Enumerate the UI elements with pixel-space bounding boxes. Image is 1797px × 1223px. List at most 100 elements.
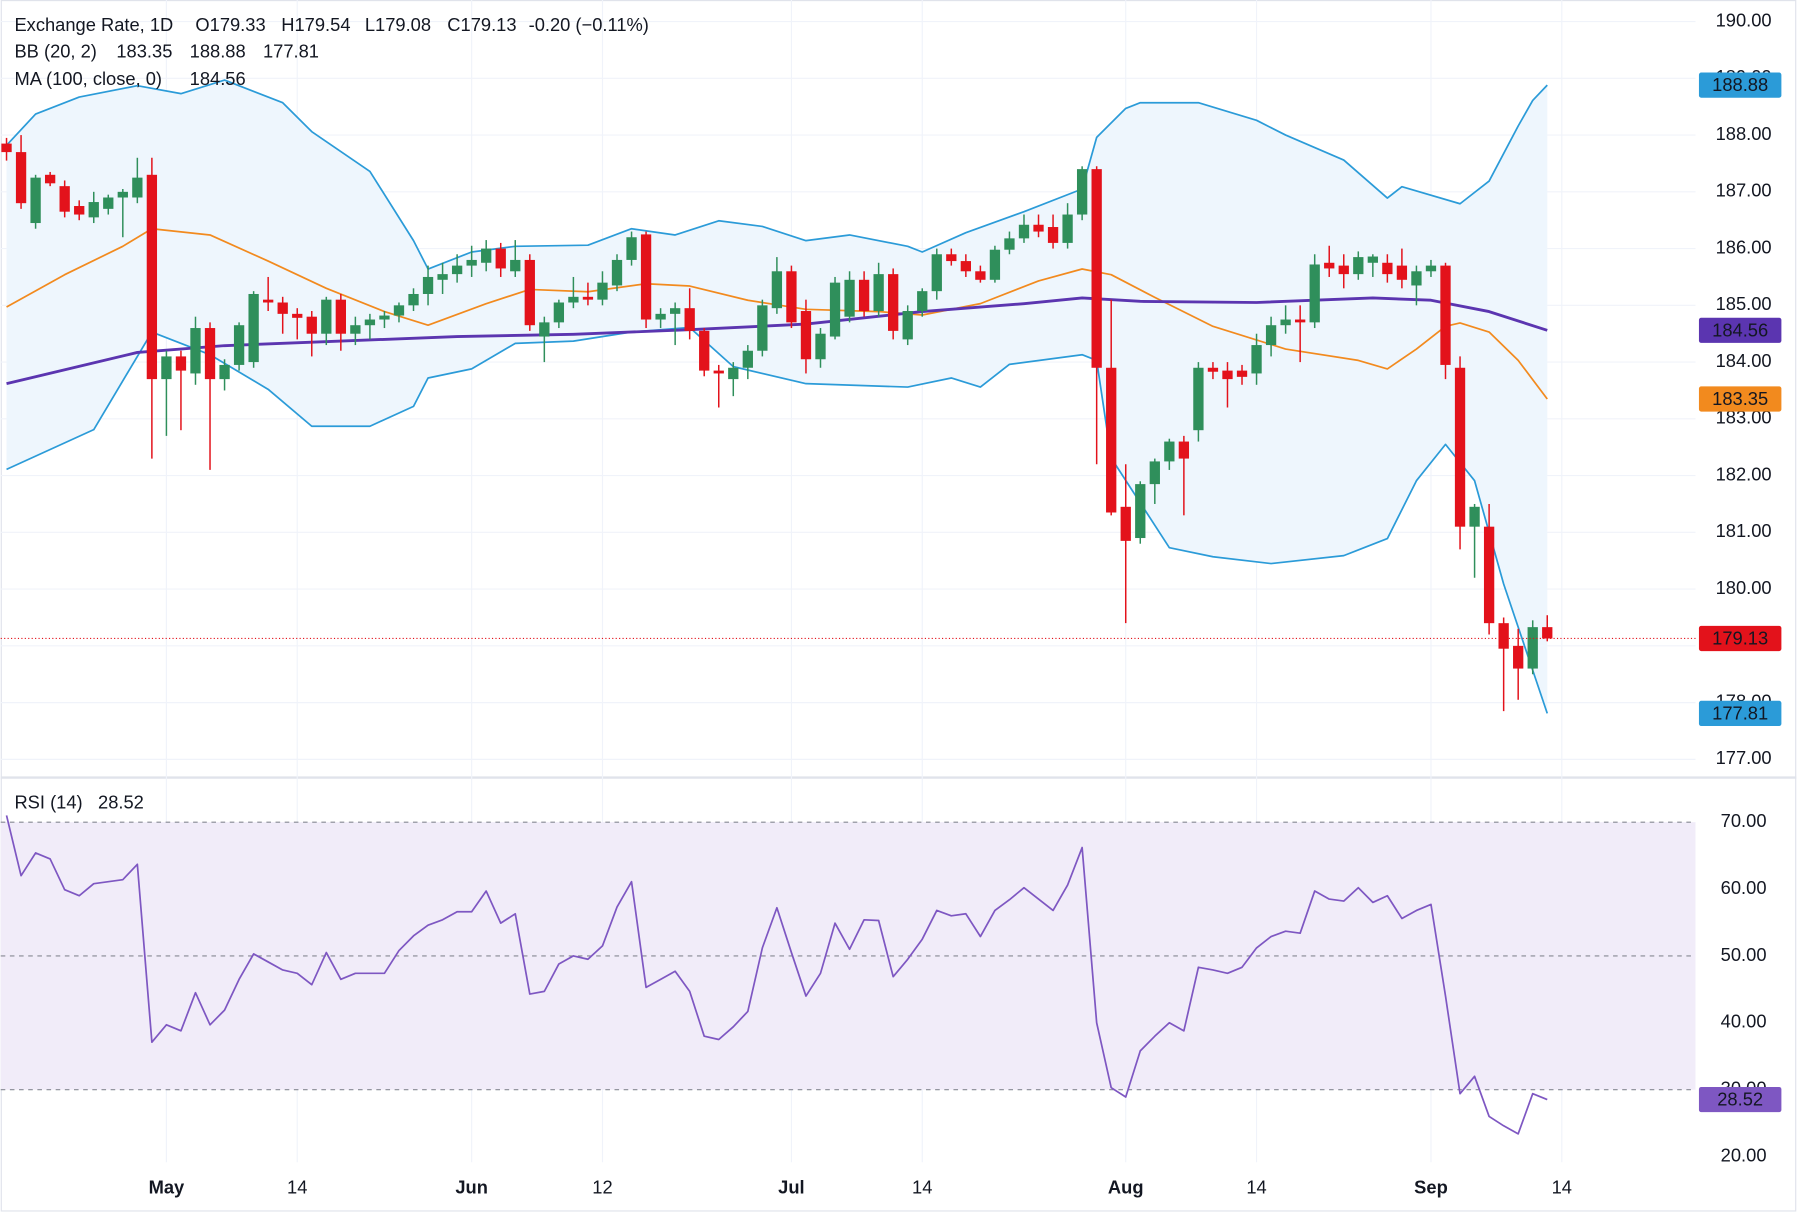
y-tick-label: 190.00 xyxy=(1716,9,1772,30)
candle-body xyxy=(1411,271,1422,286)
candle-body xyxy=(1527,627,1538,669)
price-badge xyxy=(1698,386,1782,412)
price-badge-label: 188.88 xyxy=(1712,74,1768,95)
bb-middle-value: 183.35 xyxy=(116,41,172,62)
candle-body xyxy=(59,186,70,212)
candle-body xyxy=(117,191,128,198)
candle-body xyxy=(175,356,187,371)
bb-label: BB (20, 2) xyxy=(14,41,96,62)
x-tick-label: Aug xyxy=(1108,1176,1144,1197)
candle-body xyxy=(219,364,230,380)
candle-body xyxy=(975,271,986,280)
y-tick-label: 182.00 xyxy=(1716,463,1772,484)
candle-body xyxy=(103,197,114,209)
candle-body xyxy=(1498,623,1509,649)
candle-body xyxy=(699,330,710,371)
candle-body xyxy=(582,296,594,300)
x-tick-label: 14 xyxy=(1246,1176,1266,1197)
candle-body xyxy=(568,296,579,303)
candle-body xyxy=(1265,325,1277,346)
ma-label: MA (100, close, 0) xyxy=(14,68,162,89)
price-badge-label: 183.35 xyxy=(1712,388,1768,409)
candle-body xyxy=(917,291,928,312)
candle-body xyxy=(263,299,274,303)
candle-body xyxy=(1222,370,1233,380)
candle-body xyxy=(74,206,85,215)
candle-body xyxy=(466,259,477,266)
y-tick-label: 183.00 xyxy=(1716,407,1772,428)
candle-body xyxy=(829,282,841,337)
candle-body xyxy=(422,276,434,294)
candle-body xyxy=(1542,627,1553,639)
candle-body xyxy=(1207,367,1219,372)
candle-body xyxy=(1353,257,1364,275)
x-tick-label: 14 xyxy=(912,1176,932,1197)
candle-body xyxy=(1236,370,1248,377)
candle-body xyxy=(132,177,143,198)
y-tick-label: 177.00 xyxy=(1716,747,1772,768)
ohlc-label: H179.54 xyxy=(281,14,350,35)
y-tick-label: 186.00 xyxy=(1716,236,1772,257)
candle-body xyxy=(728,367,739,380)
candle-body xyxy=(393,305,405,316)
rsi-tick-label: 40.00 xyxy=(1721,1011,1767,1032)
candle-body xyxy=(1033,224,1044,232)
y-tick-label: 181.00 xyxy=(1716,520,1772,541)
candle-body xyxy=(364,319,376,326)
candle-body xyxy=(146,174,158,380)
candle-body xyxy=(1004,238,1015,250)
candle-body xyxy=(204,328,216,380)
y-tick-label: 184.00 xyxy=(1716,350,1772,371)
candle-body xyxy=(1454,367,1466,527)
candle-body xyxy=(771,271,783,309)
candle-body xyxy=(742,350,753,368)
candle-body xyxy=(510,259,521,272)
candle-body xyxy=(1047,227,1059,243)
ohlc-label: L179.08 xyxy=(365,14,431,35)
y-tick-label: 185.00 xyxy=(1716,293,1772,314)
x-tick-label: 14 xyxy=(1552,1176,1572,1197)
candle-body xyxy=(1076,169,1088,215)
candle-body xyxy=(277,302,288,314)
candle-body xyxy=(858,279,870,312)
y-tick-label: 187.00 xyxy=(1716,180,1772,201)
price-badge xyxy=(1698,72,1782,98)
candle-body xyxy=(379,315,390,320)
candle-body xyxy=(1483,526,1495,624)
candle-body xyxy=(786,271,797,323)
candle-body xyxy=(1193,367,1204,431)
candle-body xyxy=(451,265,463,275)
candle-body xyxy=(292,313,303,318)
candle-body xyxy=(481,248,492,263)
chart-title: Exchange Rate, 1D xyxy=(14,14,173,35)
candle-body xyxy=(611,259,623,286)
candle-body xyxy=(713,370,724,374)
candle-body xyxy=(1106,367,1117,513)
candle-body xyxy=(88,202,99,218)
rsi-tick-label: 50.00 xyxy=(1721,944,1767,965)
candle-body xyxy=(946,254,957,262)
x-tick-label: 12 xyxy=(592,1176,612,1197)
candle-body xyxy=(539,322,550,337)
candle-body xyxy=(495,248,506,269)
candle-body xyxy=(15,152,27,204)
candle-body xyxy=(1120,506,1131,541)
candle-body xyxy=(931,254,942,292)
candle-body xyxy=(1062,214,1073,243)
bb-upper xyxy=(5,79,1548,270)
candle-body xyxy=(844,279,855,317)
ohlc-label: O179.33 xyxy=(195,14,265,35)
x-tick-label: May xyxy=(149,1176,185,1197)
candle-body xyxy=(626,237,637,260)
candle-body xyxy=(1295,319,1306,323)
bb-fill xyxy=(6,80,1548,714)
candle-body xyxy=(655,313,666,320)
bb-lower xyxy=(6,326,1549,714)
candle-body xyxy=(190,328,201,374)
candle-body xyxy=(1425,265,1437,272)
candle-body xyxy=(1382,262,1393,275)
rsi-tick-label: 70.00 xyxy=(1721,810,1767,831)
candle-body xyxy=(350,325,361,334)
candle-body xyxy=(306,316,317,334)
